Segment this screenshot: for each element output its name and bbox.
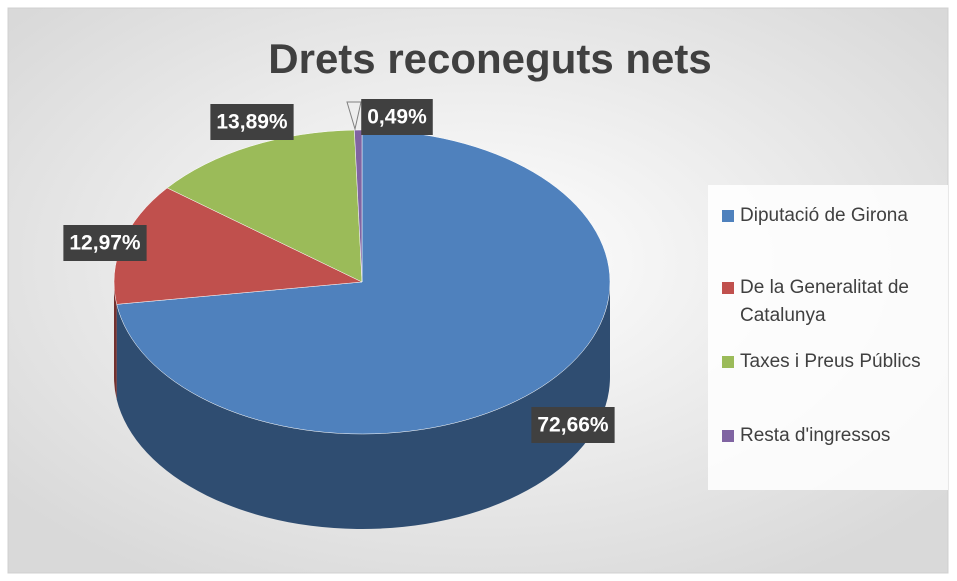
- data-label-box: [361, 99, 433, 135]
- legend-item: Diputació de Girona: [722, 202, 952, 230]
- data-label-box: [210, 104, 294, 140]
- pie: 72,66% 12,97% 13,89% 0,49%: [63, 99, 615, 530]
- data-label: 12,97%: [69, 232, 141, 255]
- legend-item: De la Generalitat de Catalunya: [722, 274, 952, 330]
- legend-label: Diputació de Girona: [740, 205, 908, 226]
- legend-item: Resta d'ingressos: [722, 422, 952, 450]
- legend-label: Taxes i Preus Públics: [740, 351, 921, 372]
- data-label-box: [63, 225, 147, 261]
- data-label: 72,66%: [537, 414, 609, 437]
- legend-item: Taxes i Preus Públics: [722, 348, 952, 376]
- legend-swatch: [722, 430, 734, 442]
- slice-side: [114, 282, 117, 400]
- slice-side: [116, 282, 611, 530]
- legend-swatch: [722, 210, 734, 222]
- legend-label: De la Generalitat de Catalunya: [740, 277, 909, 326]
- data-label: 0,49%: [367, 106, 427, 129]
- legend-label: Resta d'ingressos: [740, 425, 891, 446]
- slice: [166, 129, 363, 283]
- data-label: 13,89%: [216, 111, 288, 134]
- data-label-box: [531, 407, 615, 443]
- legend-swatch: [722, 282, 734, 294]
- legend-swatch: [722, 356, 734, 368]
- leader-line: [346, 101, 362, 131]
- slice: [116, 129, 611, 435]
- legend-box: [708, 185, 948, 490]
- chart-title: Drets reconeguts nets: [268, 35, 711, 82]
